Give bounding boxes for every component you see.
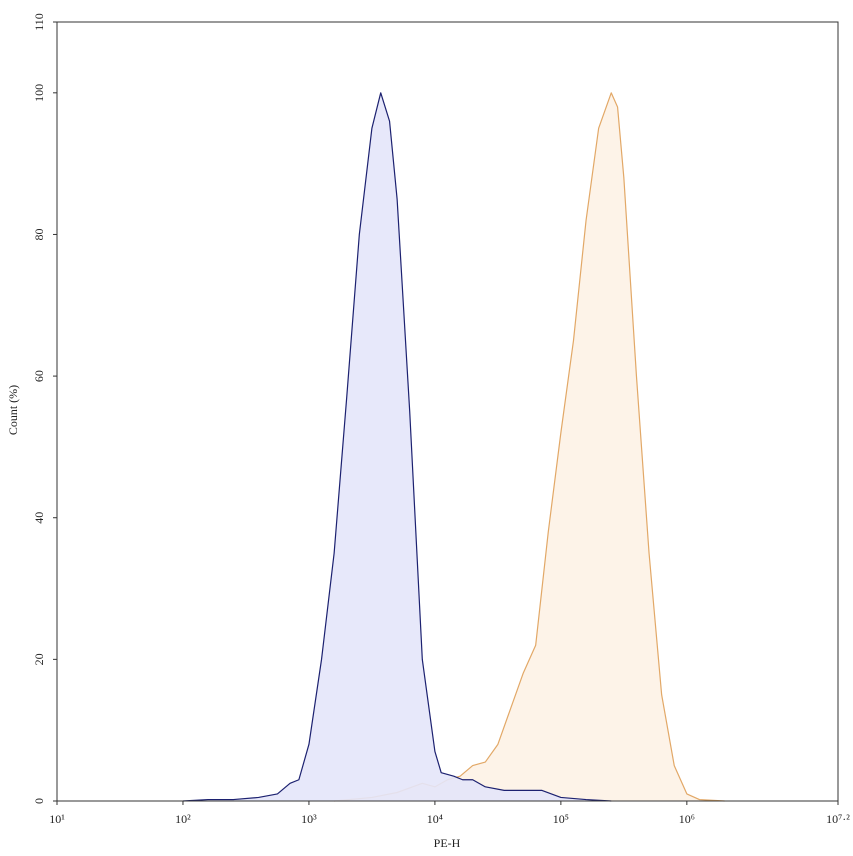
plot-frame [56,21,839,802]
x-tick-label: 10⁴ [427,812,443,826]
x-tick-label: 10¹ [49,812,65,826]
series-line [182,92,612,802]
x-tick-label: 10⁶ [679,812,695,826]
y-tick-label: 110 [32,13,46,31]
area-fill [182,92,612,801]
x-tick-label: 10⁵ [553,812,569,826]
x-tick-label: 10³ [301,812,317,826]
y-axis-label: Count (%) [6,385,20,435]
x-tick-label: 10⁷·² [826,812,850,826]
y-tick-label: 80 [32,228,46,240]
area-fill [334,92,725,801]
y-tick-label: 0 [32,798,46,804]
y-tick-label: 60 [32,370,46,382]
x-tick-label: 10² [175,812,191,826]
x-axis-label: PE-H [434,836,461,850]
y-tick-label: 40 [32,512,46,524]
y-tick-label: 100 [32,84,46,102]
y-tick-label: 20 [32,653,46,665]
